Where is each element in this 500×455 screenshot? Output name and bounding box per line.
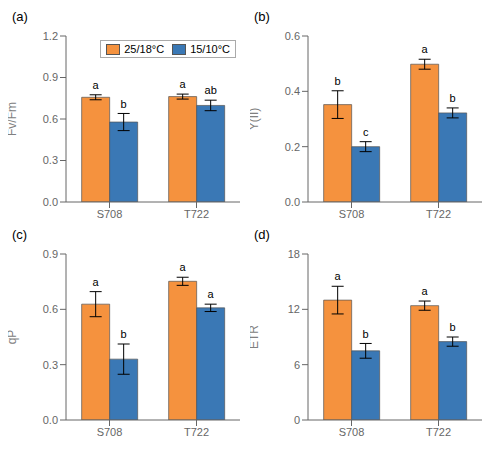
svg-text:a: a <box>93 276 100 288</box>
svg-text:6: 6 <box>294 359 300 371</box>
svg-text:b: b <box>450 321 456 333</box>
svg-text:a: a <box>180 261 187 273</box>
svg-text:a: a <box>208 288 215 300</box>
html-text:(d): (d) <box>254 227 270 242</box>
svg-text:a: a <box>335 270 342 282</box>
svg-text:S708: S708 <box>97 208 123 220</box>
svg-text:12: 12 <box>288 303 300 315</box>
svg-text:b: b <box>363 328 369 340</box>
svg-text:0.2: 0.2 <box>285 141 300 153</box>
html-text:(b): (b) <box>254 9 270 24</box>
svg-text:0.6: 0.6 <box>43 113 58 125</box>
svg-text:18: 18 <box>288 248 300 260</box>
svg-text:0.9: 0.9 <box>43 248 58 260</box>
svg-text:0.0: 0.0 <box>43 414 58 426</box>
svg-text:Fv/Fm: Fv/Fm <box>8 102 19 136</box>
svg-text:S708: S708 <box>339 208 365 220</box>
html-text:25/18°C: 25/18°C <box>124 43 165 55</box>
svg-text:b: b <box>121 98 127 110</box>
svg-text:a: a <box>422 285 429 297</box>
html-text:15/10°C: 15/10°C <box>190 43 230 55</box>
svg-text:T722: T722 <box>184 426 209 438</box>
svg-text:ab: ab <box>205 84 217 96</box>
svg-text:T722: T722 <box>426 208 451 220</box>
svg-text:S708: S708 <box>97 426 123 438</box>
svg-text:0.6: 0.6 <box>285 30 300 42</box>
svg-text:0.0: 0.0 <box>285 196 300 208</box>
svg-text:0.3: 0.3 <box>43 359 58 371</box>
svg-text:a: a <box>180 78 187 90</box>
svg-text:0.6: 0.6 <box>43 303 58 315</box>
svg-text:1.2: 1.2 <box>43 30 58 42</box>
svg-text:0: 0 <box>294 414 300 426</box>
svg-text:S708: S708 <box>339 426 365 438</box>
svg-text:0.0: 0.0 <box>43 196 58 208</box>
svg-text:b: b <box>450 92 456 104</box>
svg-text:T722: T722 <box>426 426 451 438</box>
svg-text:a: a <box>93 79 100 91</box>
svg-text:0.4: 0.4 <box>285 85 300 97</box>
svg-text:0.3: 0.3 <box>43 154 58 166</box>
svg-text:0.9: 0.9 <box>43 71 58 83</box>
svg-text:qP: qP <box>8 330 19 345</box>
svg-text:c: c <box>363 126 369 138</box>
svg-text:ETR: ETR <box>250 325 261 349</box>
html-text:(c): (c) <box>12 227 28 242</box>
svg-text:b: b <box>335 75 341 87</box>
svg-text:a: a <box>422 43 429 55</box>
svg-text:b: b <box>121 328 127 340</box>
svg-text:Y(II): Y(II) <box>250 108 261 131</box>
html-text:(a): (a) <box>12 9 28 24</box>
svg-text:T722: T722 <box>184 208 209 220</box>
